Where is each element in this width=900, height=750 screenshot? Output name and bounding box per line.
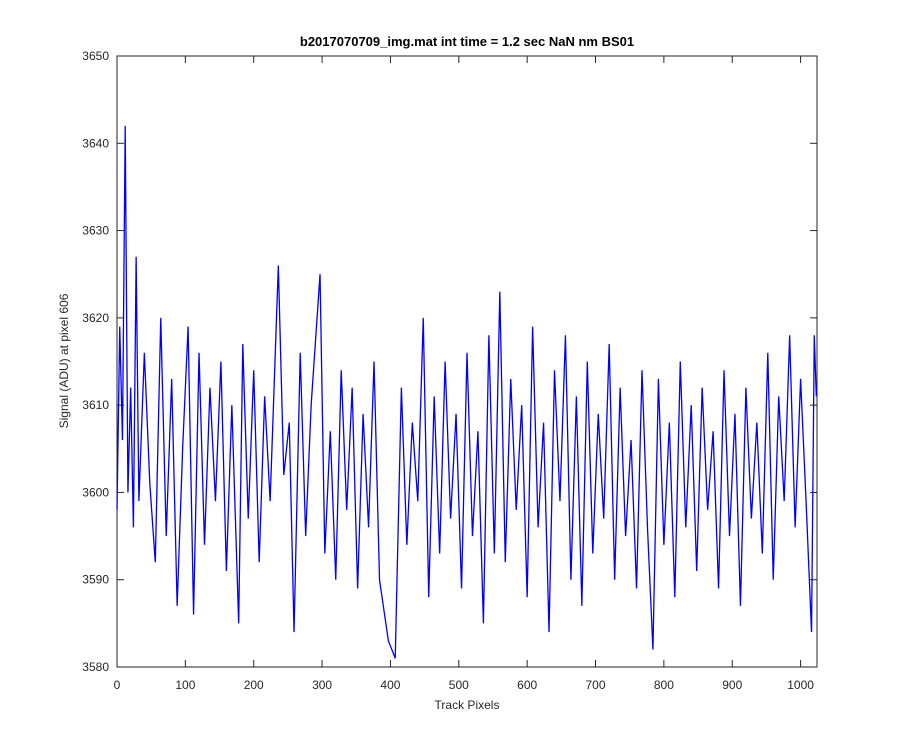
x-tick-label: 0 (114, 678, 121, 692)
x-tick-label: 800 (654, 678, 674, 692)
x-tick-label: 300 (312, 678, 332, 692)
y-axis-label: Signal (ADU) at pixel 606 (57, 293, 71, 428)
y-tick-label: 3580 (82, 660, 109, 674)
y-tick-label: 3640 (82, 136, 109, 150)
x-tick-label: 100 (175, 678, 195, 692)
x-tick-label: 500 (449, 678, 469, 692)
chart-title: b2017070709_img.mat int time = 1.2 sec N… (300, 34, 634, 49)
x-axis-label: Track Pixels (435, 698, 500, 712)
x-tick-label: 700 (586, 678, 606, 692)
x-tick-label: 900 (722, 678, 742, 692)
x-tick-label: 1000 (787, 678, 814, 692)
y-tick-label: 3620 (82, 311, 109, 325)
y-tick-label: 3600 (82, 485, 109, 499)
x-tick-label: 400 (380, 678, 400, 692)
y-tick-label: 3650 (82, 49, 109, 63)
x-tick-label: 200 (244, 678, 264, 692)
data-line (116, 125, 817, 659)
y-tick-label: 3590 (82, 573, 109, 587)
y-tick-label: 3630 (82, 224, 109, 238)
y-tick-label: 3610 (82, 398, 109, 412)
x-tick-label: 600 (517, 678, 537, 692)
